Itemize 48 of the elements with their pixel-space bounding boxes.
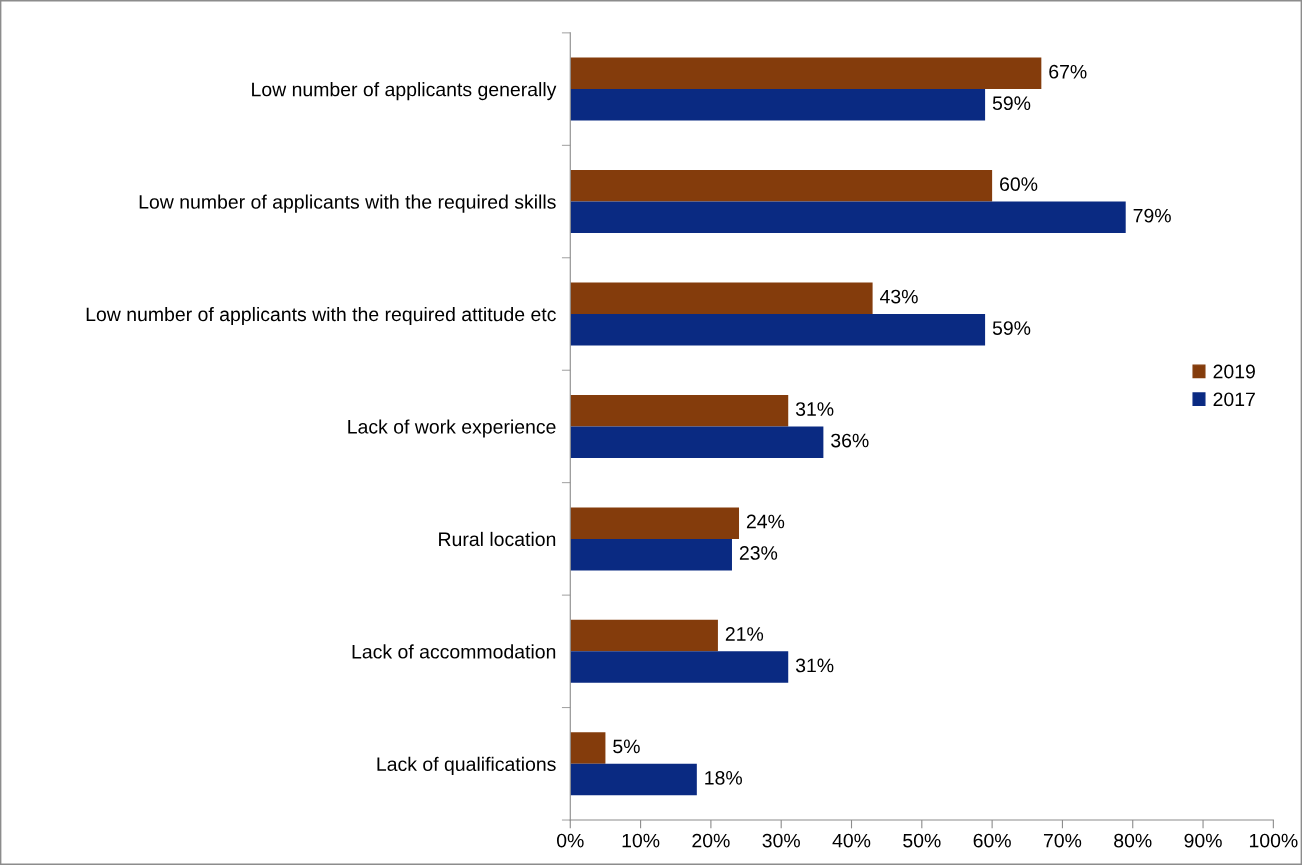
data-label: 21% — [725, 627, 764, 641]
y-tick-label: Lack of work experience — [348, 419, 556, 438]
x-tick-label: 70% — [1043, 833, 1082, 848]
bar — [570, 57, 1042, 90]
data-label: 23% — [739, 546, 778, 560]
x-tick-label: 30% — [762, 833, 800, 848]
bar — [570, 201, 1126, 234]
y-tick-label: Low number of applicants generally — [252, 82, 557, 101]
x-tick-label: 90% — [1184, 833, 1222, 848]
bar — [570, 89, 986, 121]
bar — [570, 170, 993, 202]
x-tick-label: 100% — [1249, 833, 1298, 848]
x-tick-label: 60% — [973, 833, 1011, 848]
y-tick-label: Low number of applicants with the required skills — [139, 194, 556, 213]
x-tick-label: 20% — [692, 833, 730, 848]
data-label: 79% — [1133, 208, 1171, 223]
data-label: 31% — [795, 658, 834, 673]
x-tick-label: 50% — [903, 833, 941, 848]
x-tick-label: 0% — [556, 833, 584, 848]
x-tick-label: 80% — [1114, 833, 1152, 848]
x-tick-label: 10% — [622, 833, 660, 848]
data-label: 31% — [795, 402, 834, 416]
data-label: 18% — [705, 770, 742, 785]
y-tick-label: Lack of qualifications — [377, 756, 556, 775]
bar — [570, 619, 718, 652]
data-label: 5% — [613, 739, 640, 754]
bar — [570, 314, 986, 346]
data-label: 67% — [1049, 64, 1087, 79]
x-tick-label: 40% — [832, 833, 871, 848]
bar — [570, 426, 824, 458]
y-tick-label: Lack of accommodation — [352, 644, 556, 659]
bar — [570, 538, 732, 571]
data-label: 59% — [992, 321, 1031, 335]
data-label: 36% — [831, 433, 869, 448]
data-label: 59% — [992, 96, 1031, 111]
bar — [570, 763, 697, 796]
bar — [570, 732, 606, 764]
bar — [570, 651, 789, 683]
data-label: 43% — [879, 289, 918, 304]
data-label: 60% — [1000, 177, 1038, 192]
y-tick-label: Low number of applicants with the required attitude etc — [86, 306, 556, 326]
legend-label: 2019 — [1213, 364, 1255, 379]
y-tick-label: Rural location — [439, 531, 556, 547]
data-label: 24% — [746, 514, 785, 529]
bar — [570, 282, 873, 314]
bar — [570, 394, 789, 427]
bar — [570, 507, 740, 539]
legend-label: 2017 — [1213, 392, 1255, 407]
